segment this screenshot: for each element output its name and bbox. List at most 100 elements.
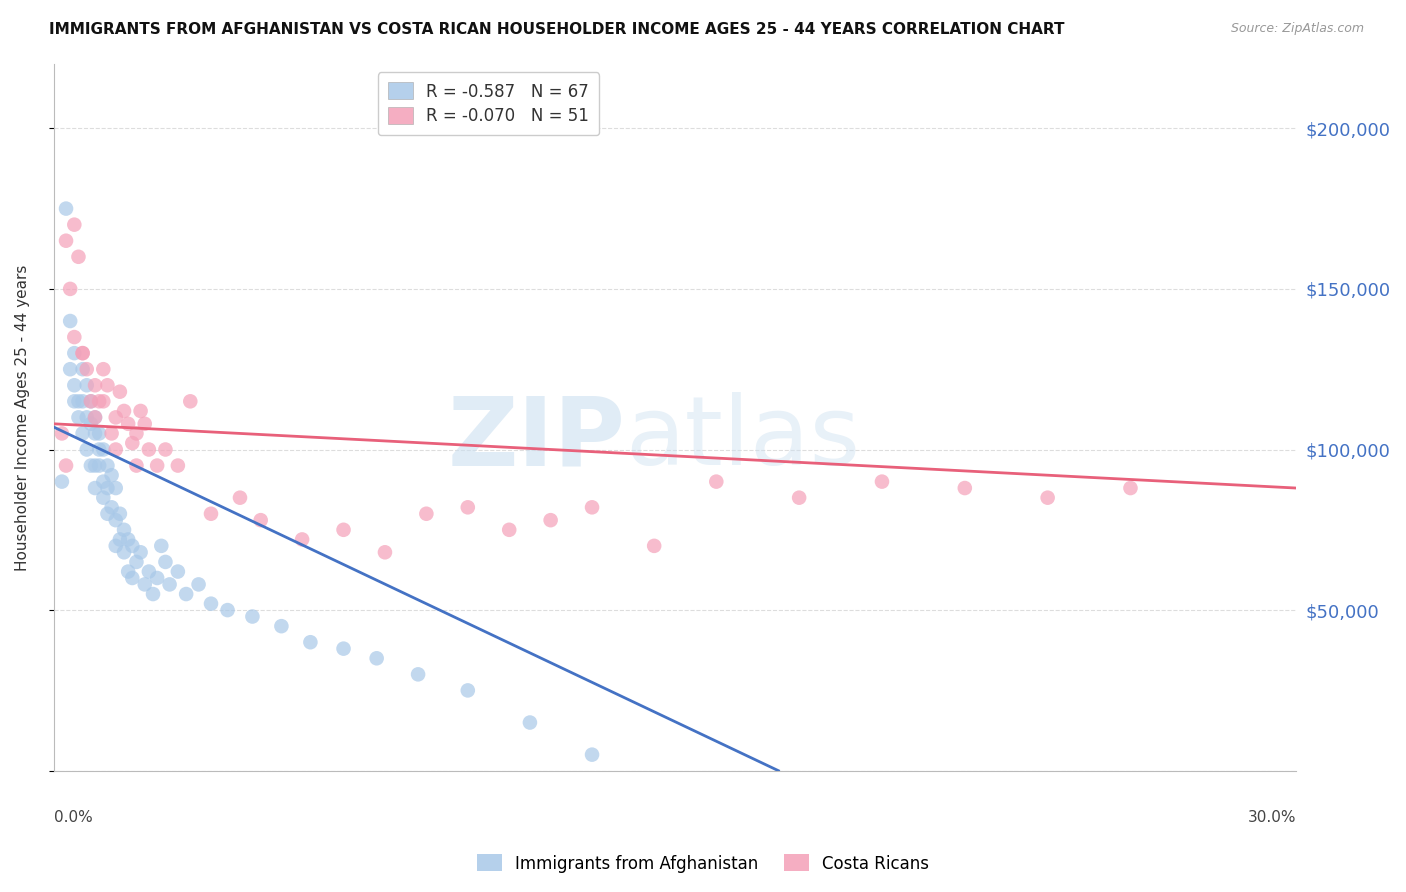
Point <box>96 378 118 392</box>
Point <box>291 533 314 547</box>
Point <box>112 523 135 537</box>
Legend: Immigrants from Afghanistan, Costa Ricans: Immigrants from Afghanistan, Costa Rican… <box>471 847 935 880</box>
Legend: R = -0.587   N = 67, R = -0.070   N = 51: R = -0.587 N = 67, R = -0.070 N = 51 <box>378 72 599 136</box>
Point <box>112 545 135 559</box>
Point <box>117 565 139 579</box>
Point <box>104 481 127 495</box>
Text: 30.0%: 30.0% <box>1247 810 1296 824</box>
Point <box>406 667 429 681</box>
Point <box>332 641 354 656</box>
Point <box>104 513 127 527</box>
Text: atlas: atlas <box>626 392 860 485</box>
Point <box>104 442 127 457</box>
Point <box>76 410 98 425</box>
Point <box>96 507 118 521</box>
Text: ZIP: ZIP <box>447 392 626 485</box>
Point <box>67 410 90 425</box>
Point <box>270 619 292 633</box>
Point <box>249 513 271 527</box>
Point <box>63 378 86 392</box>
Point <box>129 404 152 418</box>
Point <box>63 330 86 344</box>
Point <box>96 481 118 495</box>
Point <box>332 523 354 537</box>
Point <box>100 468 122 483</box>
Point <box>63 394 86 409</box>
Point <box>1119 481 1142 495</box>
Point <box>89 458 111 473</box>
Point <box>55 458 77 473</box>
Point <box>72 346 94 360</box>
Point <box>89 426 111 441</box>
Point <box>457 500 479 515</box>
Point <box>100 426 122 441</box>
Point <box>112 404 135 418</box>
Point <box>125 426 148 441</box>
Point <box>63 218 86 232</box>
Point <box>121 539 143 553</box>
Point <box>108 507 131 521</box>
Point <box>953 481 976 495</box>
Point <box>174 587 197 601</box>
Point <box>108 533 131 547</box>
Point <box>59 282 82 296</box>
Point <box>179 394 201 409</box>
Point <box>76 442 98 457</box>
Point <box>125 555 148 569</box>
Text: IMMIGRANTS FROM AFGHANISTAN VS COSTA RICAN HOUSEHOLDER INCOME AGES 25 - 44 YEARS: IMMIGRANTS FROM AFGHANISTAN VS COSTA RIC… <box>49 22 1064 37</box>
Point <box>76 378 98 392</box>
Point <box>167 565 190 579</box>
Point <box>59 362 82 376</box>
Point <box>84 426 107 441</box>
Point <box>1036 491 1059 505</box>
Point <box>55 234 77 248</box>
Point <box>91 442 114 457</box>
Point <box>72 426 94 441</box>
Point <box>125 458 148 473</box>
Point <box>155 442 177 457</box>
Point <box>134 577 156 591</box>
Point <box>91 394 114 409</box>
Point <box>581 500 603 515</box>
Point <box>76 362 98 376</box>
Point <box>96 458 118 473</box>
Point <box>299 635 322 649</box>
Point <box>84 378 107 392</box>
Point <box>91 362 114 376</box>
Point <box>72 362 94 376</box>
Point <box>155 555 177 569</box>
Point <box>67 250 90 264</box>
Point <box>67 394 90 409</box>
Point <box>55 202 77 216</box>
Point <box>84 410 107 425</box>
Point <box>217 603 239 617</box>
Point <box>134 417 156 431</box>
Point <box>84 410 107 425</box>
Point <box>51 475 73 489</box>
Point <box>72 346 94 360</box>
Point <box>84 481 107 495</box>
Point <box>142 587 165 601</box>
Point <box>150 539 173 553</box>
Point <box>200 597 222 611</box>
Text: Source: ZipAtlas.com: Source: ZipAtlas.com <box>1230 22 1364 36</box>
Point <box>91 475 114 489</box>
Point <box>129 545 152 559</box>
Point <box>121 436 143 450</box>
Point <box>138 565 160 579</box>
Point <box>146 458 169 473</box>
Point <box>581 747 603 762</box>
Point <box>415 507 437 521</box>
Point <box>643 539 665 553</box>
Point <box>108 384 131 399</box>
Point <box>704 475 727 489</box>
Text: 0.0%: 0.0% <box>53 810 93 824</box>
Point <box>374 545 396 559</box>
Point <box>63 346 86 360</box>
Point <box>870 475 893 489</box>
Point <box>117 533 139 547</box>
Point <box>104 410 127 425</box>
Point <box>89 442 111 457</box>
Point <box>117 417 139 431</box>
Point <box>167 458 190 473</box>
